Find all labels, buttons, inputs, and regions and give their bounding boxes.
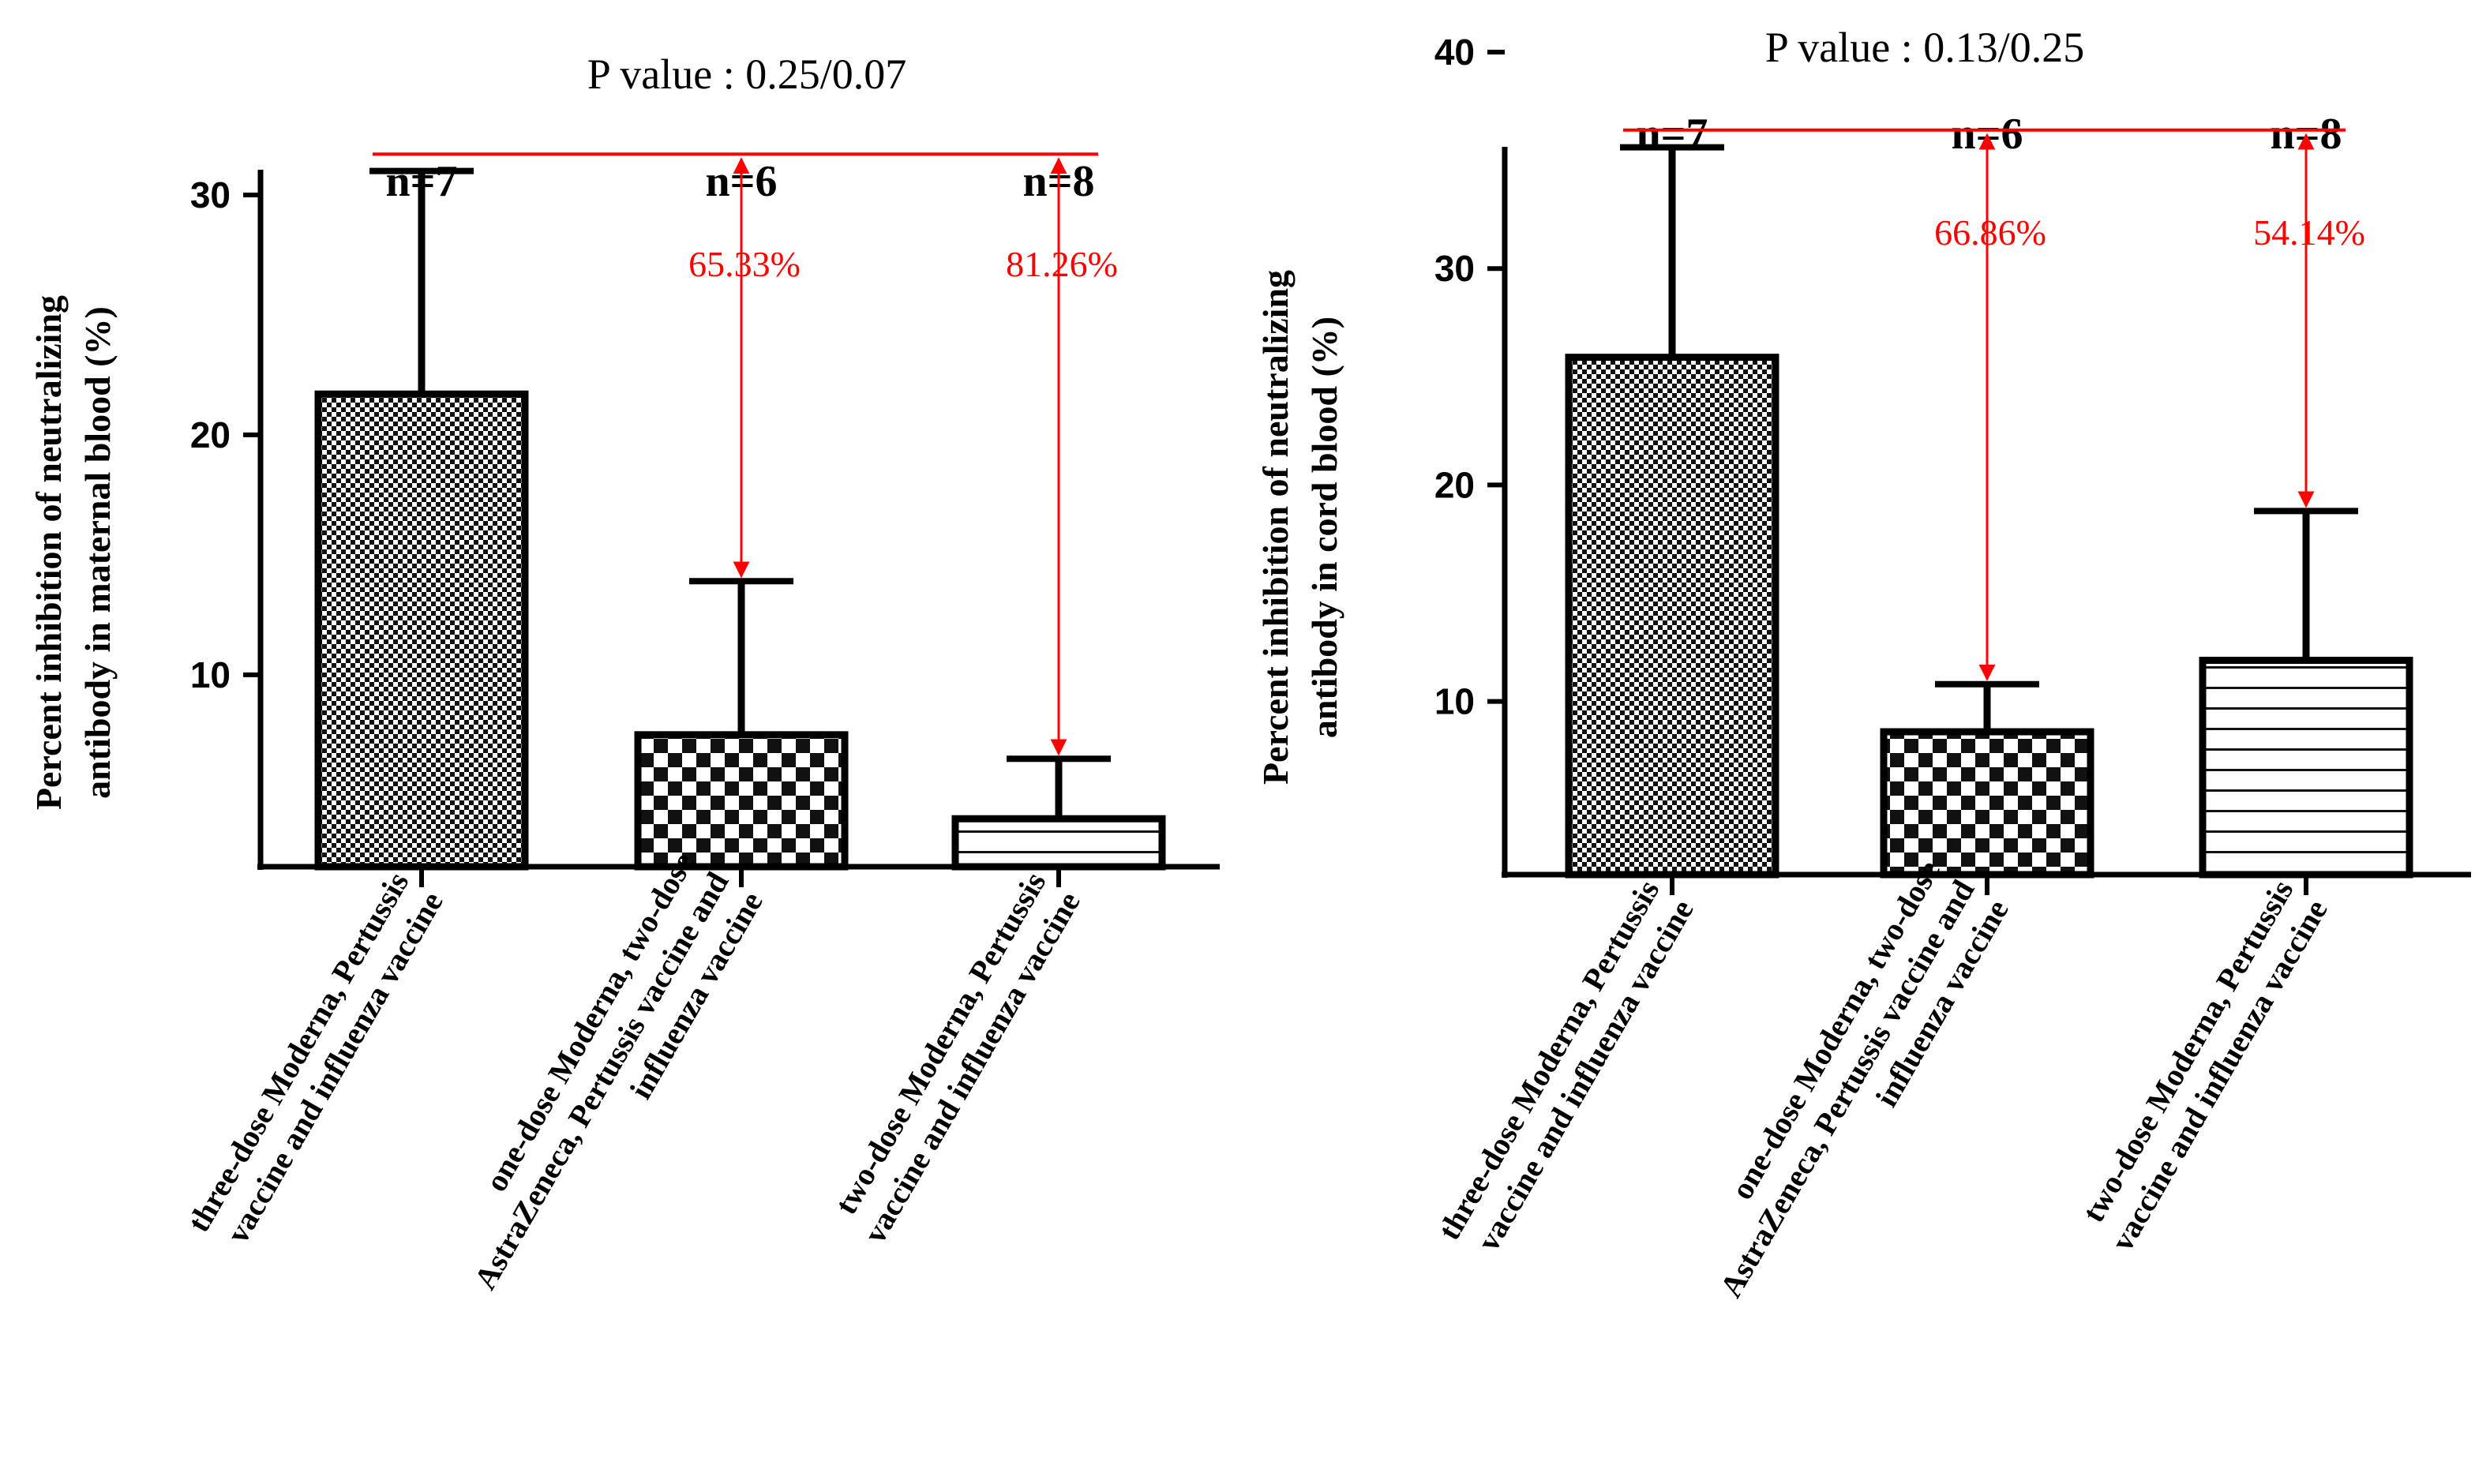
bar-2	[1880, 728, 2094, 879]
chart-panel-1: P value : 0.25/0.07 Percent inhibition of…	[28, 51, 1220, 1295]
y-tick-label: 20	[1434, 464, 1475, 505]
bar-3	[951, 815, 1166, 871]
category-label-line: AstraZeneca, Pertussis vaccine and	[1712, 874, 1981, 1303]
category-label-line: two-dose Moderna, Pertussis	[2075, 874, 2300, 1228]
category-label-line: vaccine and influenza vaccine	[857, 886, 1087, 1249]
reduction-label: 65.33%	[688, 244, 801, 284]
bar-1	[314, 390, 529, 871]
y-tick-label: 10	[1434, 681, 1475, 722]
category-label-line: AstraZeneca, Pertussis vaccine and	[467, 866, 735, 1295]
chart-title: P value : 0.25/0.07	[587, 51, 906, 98]
y-axis-label-line: Percent inhibition of neutralizing	[28, 295, 69, 810]
chart-panel-2: P value : 0.13/0.25 Percent inhibition of…	[1255, 24, 2471, 1303]
y-tick-label: 30	[190, 174, 231, 215]
category-label-line: three-dose Moderna, Pertussis	[1431, 874, 1666, 1246]
reduction-label: 66.86%	[1934, 212, 2046, 253]
category-label-line: two-dose Moderna, Pertussis	[827, 866, 1052, 1220]
category-label-line: three-dose Moderna, Pertussis	[180, 866, 415, 1238]
reduction-label: 54.14%	[2253, 212, 2365, 253]
bar-2	[634, 731, 849, 871]
y-axis-label-line: Percent inhibition of neutralizing	[1255, 270, 1296, 785]
n-label: n=7	[385, 157, 457, 206]
chart-title: P value : 0.13/0.25	[1765, 24, 2084, 71]
category-label-line: vaccine and influenza vaccine	[1470, 894, 1701, 1257]
n-label: n=7	[1636, 110, 1708, 159]
y-tick-label: 30	[1434, 248, 1475, 289]
y-tick-label: 10	[190, 654, 231, 695]
category-label-line: vaccine and influenza vaccine	[219, 886, 450, 1249]
category-label-line: vaccine and influenza vaccine	[2104, 894, 2334, 1257]
y-tick-label: 40	[1434, 32, 1475, 73]
y-tick-label: 20	[190, 414, 231, 455]
y-axis-label-line: antibody in cord blood (%)	[1304, 317, 1344, 738]
y-axis-label-line: antibody in maternal blood (%)	[77, 306, 118, 799]
reduction-label: 81.26%	[1006, 244, 1118, 284]
bar-1	[1565, 354, 1779, 879]
bar-3	[2199, 657, 2413, 879]
